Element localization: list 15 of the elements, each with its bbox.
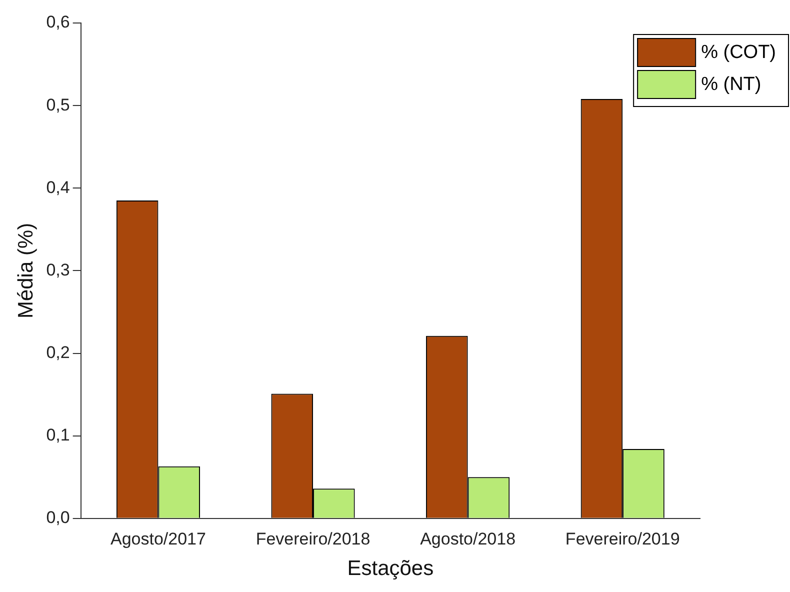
x-tick-label: Fevereiro/2019 (565, 529, 680, 548)
y-tick-label: 0,2 (46, 342, 70, 362)
y-tick-label: 0,1 (46, 426, 70, 445)
y-axis-title: Média (%) (14, 222, 38, 319)
x-tick-label: Agosto/2018 (420, 529, 516, 548)
x-axis-title: Estações (347, 557, 434, 580)
legend-label: % (NT) (701, 74, 762, 96)
y-tick-label: 0,6 (46, 12, 70, 32)
y-tick-label: 0,4 (46, 178, 70, 197)
x-tick-label: Fevereiro/2018 (256, 529, 370, 548)
y-tick-label: 0,0 (46, 508, 70, 528)
y-tick-label: 0,3 (46, 260, 70, 280)
y-tick-label: 0,5 (46, 95, 70, 114)
legend-label: % (COT) (701, 42, 776, 64)
x-tick-label: Agosto/2017 (110, 529, 206, 548)
